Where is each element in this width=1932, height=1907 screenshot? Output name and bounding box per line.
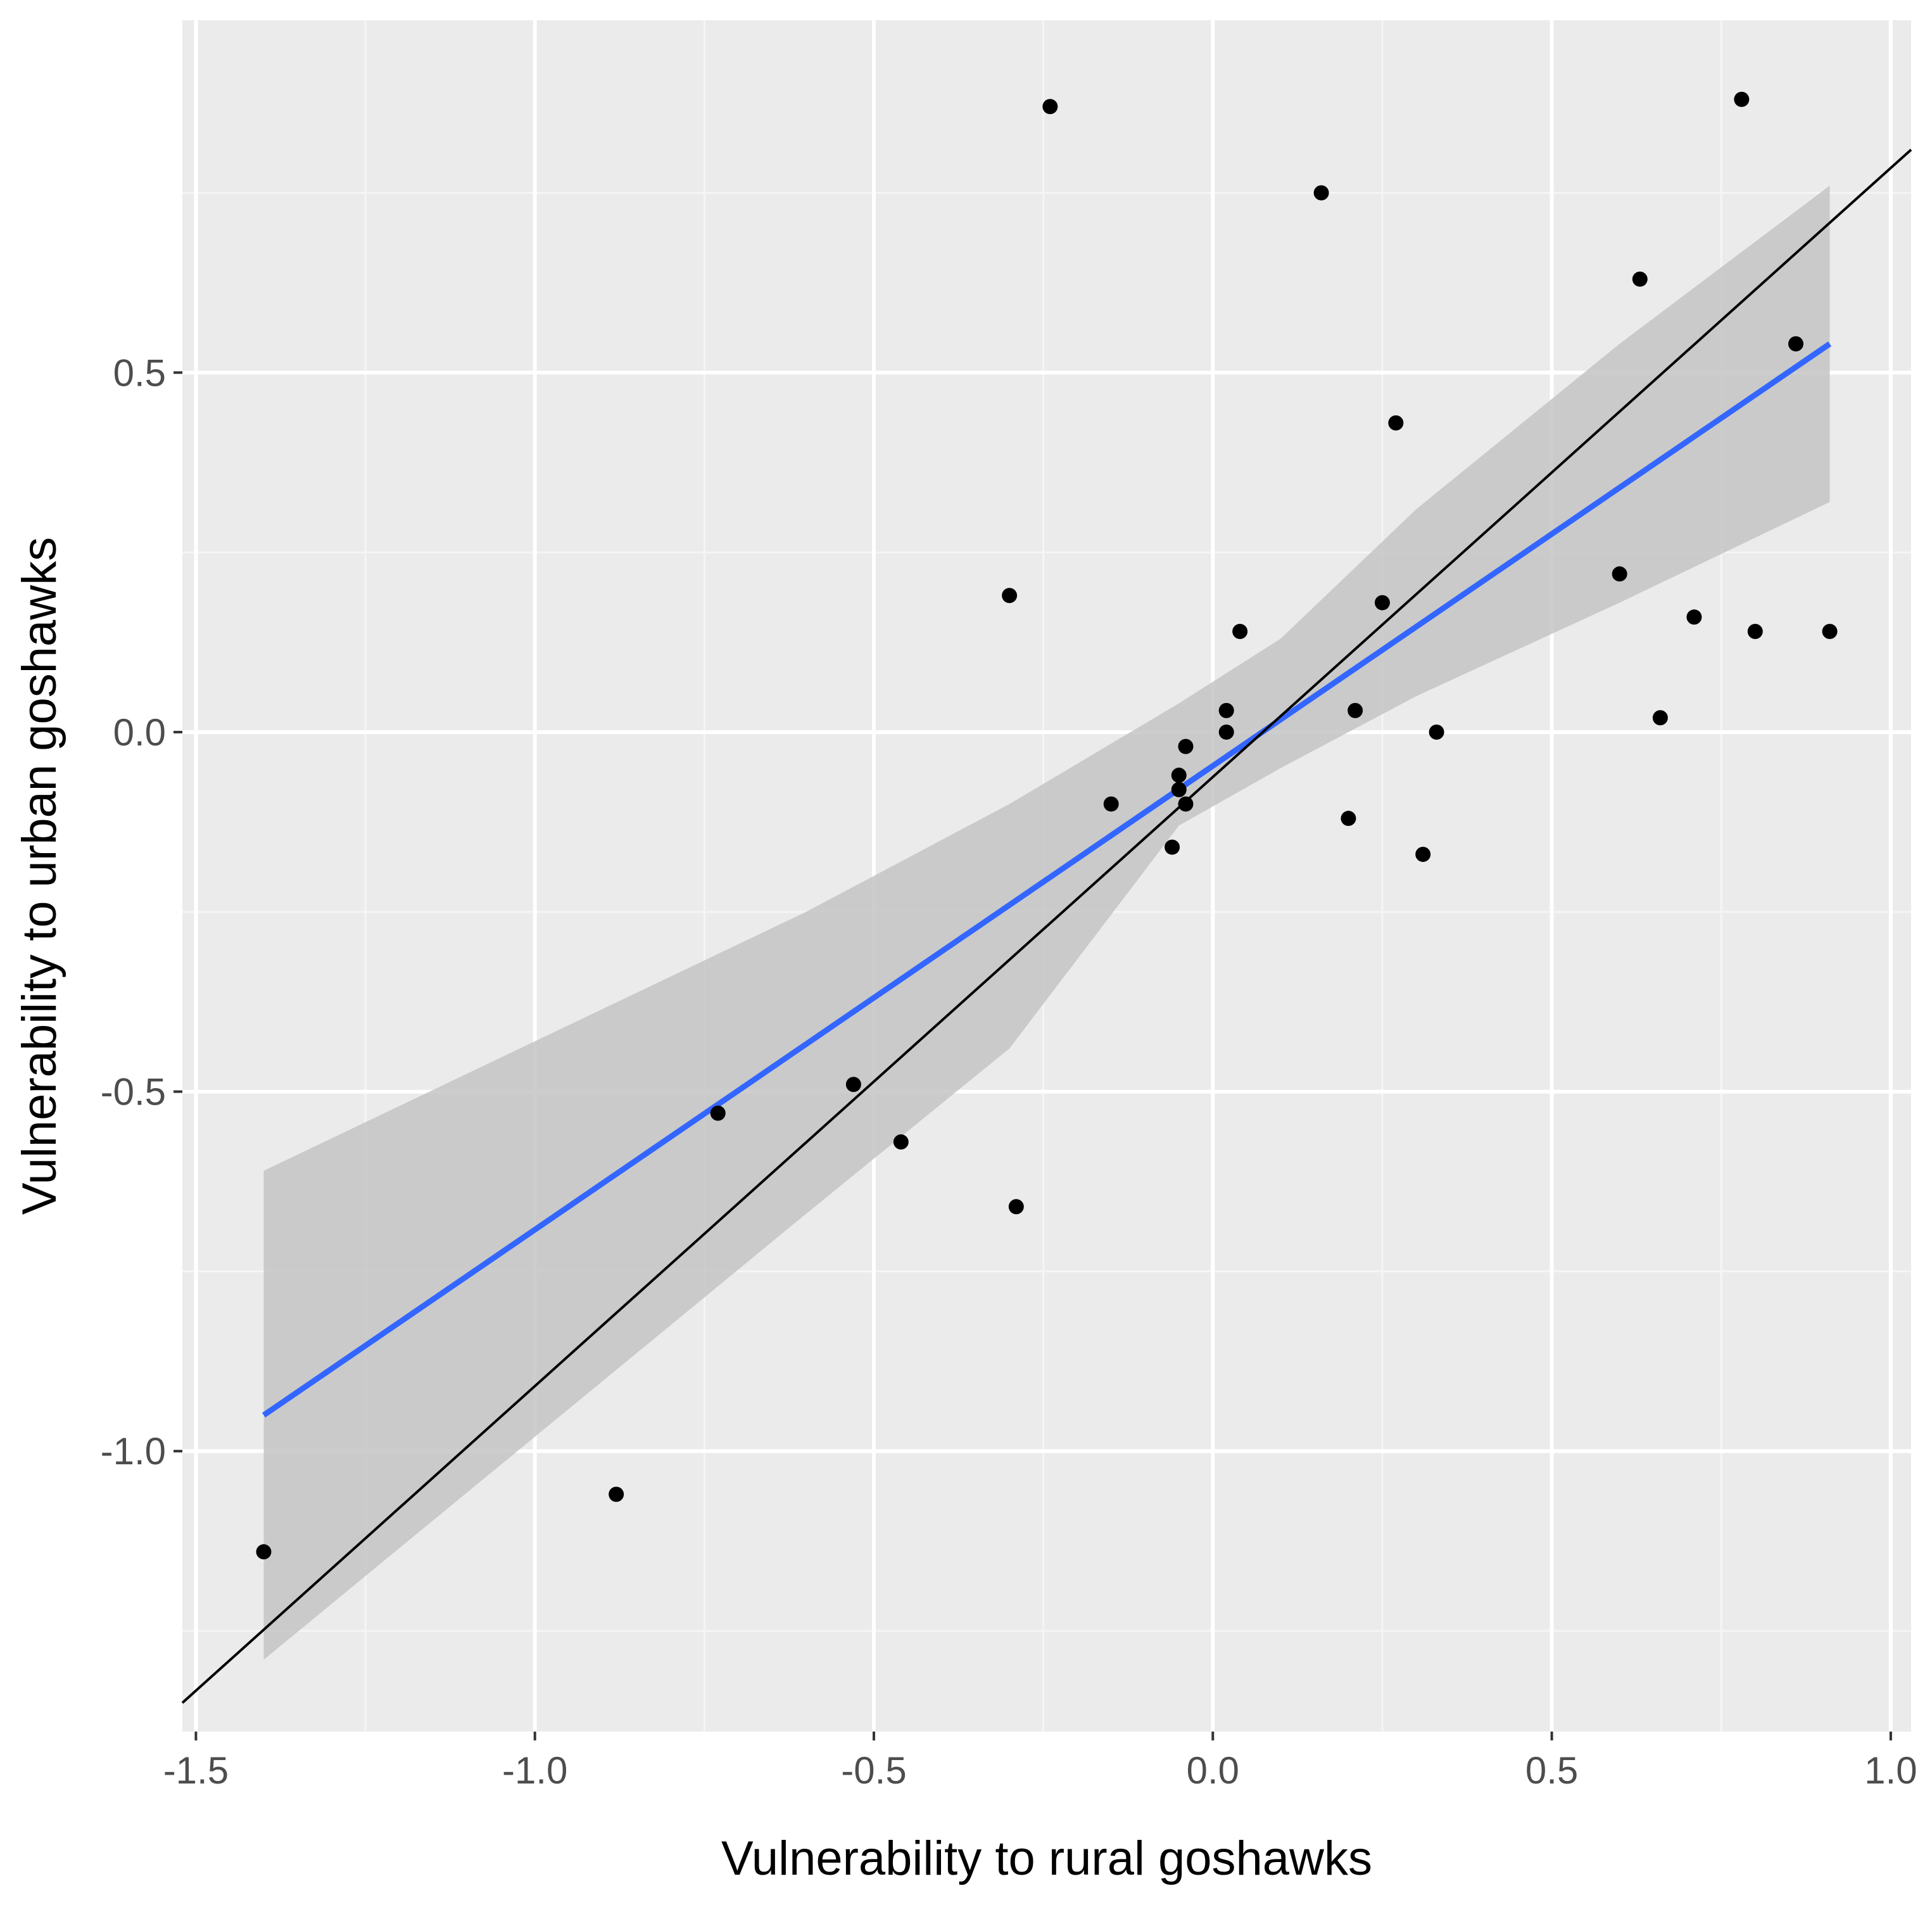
data-point [1313,185,1329,201]
x-tick-label: 0.5 [1525,1749,1578,1792]
data-point [1415,846,1431,862]
data-point [1734,91,1750,107]
data-point [710,1105,726,1121]
x-axis-title: Vulnerability to rural goshawks [721,1832,1372,1885]
data-point [1686,609,1702,625]
data-point [1178,738,1194,754]
data-point [1042,99,1058,115]
x-tick-label: 1.0 [1864,1749,1917,1792]
data-point [256,1544,272,1560]
data-point [1165,839,1180,855]
identity-line [181,148,1912,1704]
data-point [1008,1199,1024,1215]
data-point [1788,336,1803,352]
regression-line [262,341,1832,1418]
data-point [1652,710,1668,726]
points-layer [256,91,1838,1560]
data-point [1171,782,1187,797]
y-tick-label: 0.0 [113,711,166,754]
data-point [1612,566,1627,582]
data-point [1822,624,1838,639]
x-tick-label: -0.5 [841,1749,906,1792]
data-point [1348,702,1363,718]
y-tick-label: 0.5 [113,352,166,394]
data-point [1218,702,1234,718]
x-tick-label: -1.0 [502,1749,567,1792]
x-tick-labels: -1.5 -1.0 -0.5 0.0 0.5 1.0 [163,1749,1917,1792]
data-point [1103,796,1119,812]
confidence-band [263,186,1830,1660]
data-point [1232,624,1248,639]
y-tick-label: -1.0 [101,1430,166,1473]
data-point [1341,811,1356,827]
data-point [893,1134,909,1150]
data-point [1388,415,1404,431]
axis-ticks [174,371,1892,1740]
data-point [1171,768,1187,783]
data-point [1429,724,1444,740]
line-layer [181,148,1912,1704]
data-point [1218,724,1234,740]
data-point [1178,796,1194,812]
y-tick-label: -0.5 [101,1071,166,1113]
data-point [845,1077,861,1093]
data-point [1374,595,1390,611]
y-axis-title: Vulnerability to urban goshawks [13,537,66,1215]
x-tick-label: 0.0 [1187,1749,1239,1792]
data-point [1002,588,1018,604]
data-point [609,1486,624,1502]
x-tick-label: -1.5 [163,1749,229,1792]
data-point [1632,271,1648,287]
confidence-band-layer [263,186,1830,1660]
data-point [1747,624,1763,639]
y-tick-labels: -1.0 -0.5 0.0 0.5 [101,352,166,1473]
